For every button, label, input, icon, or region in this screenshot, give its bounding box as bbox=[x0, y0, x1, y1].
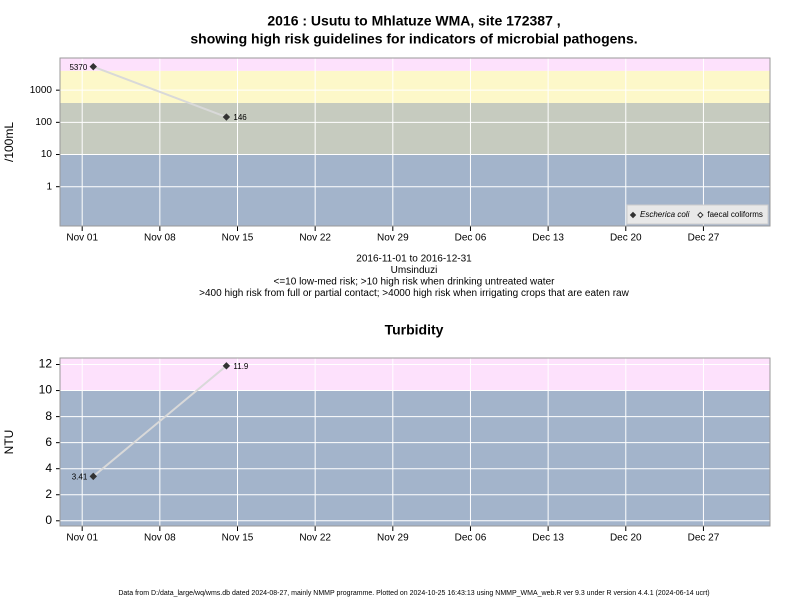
y-tick-label: 2 bbox=[45, 487, 52, 501]
chart-title: showing high risk guidelines for indicat… bbox=[190, 31, 637, 47]
data-point bbox=[222, 113, 231, 121]
x-tick-label: Nov 15 bbox=[222, 233, 254, 244]
data-point bbox=[222, 362, 231, 370]
y-tick-label: 6 bbox=[45, 435, 52, 449]
subtitle: 2016-11-01 to 2016-12-31 bbox=[356, 254, 472, 265]
subtitle: >400 high risk from full or partial cont… bbox=[199, 288, 629, 299]
data-label: 11.9 bbox=[233, 362, 249, 371]
legend-label: faecal coliforms bbox=[707, 210, 763, 219]
y-tick-label: 4 bbox=[45, 461, 52, 475]
y-tick-label: 100 bbox=[35, 117, 52, 128]
subtitle: Umsinduzi bbox=[391, 265, 438, 276]
y-tick-label: 12 bbox=[39, 357, 53, 371]
x-tick-label: Nov 29 bbox=[377, 233, 409, 244]
x-tick-label: Nov 29 bbox=[377, 533, 409, 544]
x-tick-label: Dec 13 bbox=[532, 533, 564, 544]
plot-border bbox=[59, 57, 771, 227]
x-tick-label: Nov 01 bbox=[66, 533, 98, 544]
footer: Data from D:/data_large/wq/wms.db dated … bbox=[118, 590, 709, 597]
y-axis-label: NTU bbox=[2, 430, 16, 455]
series-line bbox=[92, 365, 228, 478]
data-point bbox=[89, 62, 97, 71]
x-tick-label: Dec 20 bbox=[610, 533, 642, 544]
y-axis-label: /100mL bbox=[2, 122, 16, 162]
series-line bbox=[92, 65, 227, 118]
legend-box bbox=[626, 204, 769, 225]
chart-title: Turbidity bbox=[385, 322, 444, 338]
data-point bbox=[89, 472, 97, 481]
x-tick-label: Dec 06 bbox=[455, 233, 487, 244]
x-tick-label: Nov 01 bbox=[66, 233, 98, 244]
x-tick-label: Nov 08 bbox=[144, 233, 176, 244]
legend-marker bbox=[697, 211, 704, 219]
y-tick-label: 1000 bbox=[30, 85, 53, 96]
x-tick-label: Dec 27 bbox=[688, 533, 720, 544]
risk-band bbox=[60, 58, 770, 71]
risk-band bbox=[60, 358, 770, 391]
x-tick-label: Nov 15 bbox=[222, 533, 254, 544]
risk-band bbox=[60, 390, 770, 526]
y-tick-label: 1 bbox=[46, 181, 52, 192]
y-tick-label: 10 bbox=[39, 383, 53, 397]
risk-band bbox=[60, 70, 770, 103]
plot-border bbox=[59, 357, 771, 527]
risk-band bbox=[60, 102, 770, 155]
y-tick-label: 10 bbox=[41, 149, 53, 160]
y-tick-label: 8 bbox=[45, 409, 52, 423]
data-label: 146 bbox=[233, 113, 247, 122]
x-tick-label: Nov 22 bbox=[299, 533, 331, 544]
chart-title: 2016 : Usutu to Mhlatuze WMA, site 17238… bbox=[267, 13, 560, 29]
subtitle: <=10 low-med risk; >10 high risk when dr… bbox=[274, 277, 556, 288]
data-label: 5370 bbox=[69, 63, 87, 72]
x-tick-label: Dec 13 bbox=[532, 233, 564, 244]
y-tick-label: 0 bbox=[45, 513, 52, 527]
x-tick-label: Nov 22 bbox=[299, 233, 331, 244]
x-tick-label: Dec 20 bbox=[610, 233, 642, 244]
x-tick-label: Dec 06 bbox=[455, 533, 487, 544]
x-tick-label: Nov 08 bbox=[144, 533, 176, 544]
legend-label: Escherica coli bbox=[640, 210, 690, 219]
data-label: 3.41 bbox=[72, 472, 88, 481]
x-tick-label: Dec 27 bbox=[688, 233, 720, 244]
legend-marker bbox=[629, 211, 637, 219]
